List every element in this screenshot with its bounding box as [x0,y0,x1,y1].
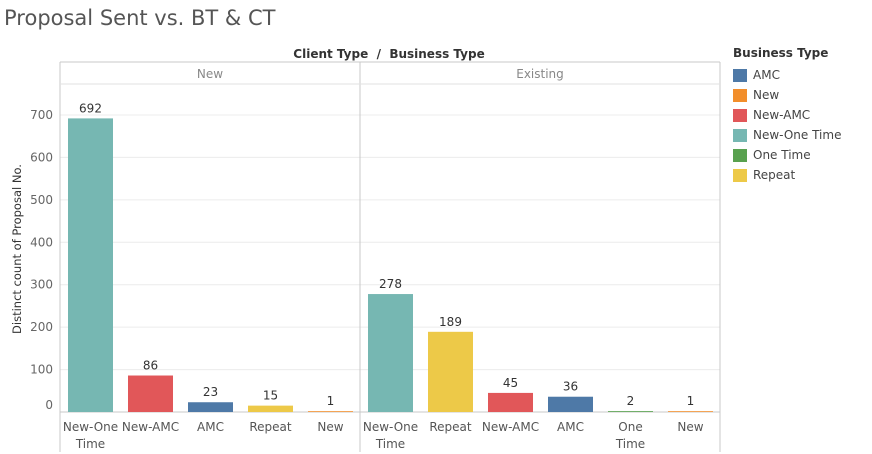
x-tick-label: One Time [615,420,645,451]
y-tick-label: 500 [30,193,53,207]
data-label: 23 [203,385,218,399]
data-label: 45 [503,376,518,390]
data-label: 189 [439,315,462,329]
legend-item-one-time[interactable]: One Time [733,145,841,165]
x-tick-label: New [677,420,703,434]
y-tick-label: 400 [30,235,53,249]
x-tick-label: AMC [197,420,224,434]
bar-new-new-amc [128,375,173,412]
data-label: 2 [627,394,635,408]
y-tick-label: 0 [45,398,53,412]
legend-swatch [733,168,747,182]
legend-item-repeat[interactable]: Repeat [733,165,841,185]
x-tick-label: Repeat [249,420,292,434]
legend-swatch [733,108,747,122]
legend-item-amc[interactable]: AMC [733,65,841,85]
legend-swatch [733,148,747,162]
x-tick-label: New-One Time [63,420,118,451]
y-tick-label: 300 [30,278,53,292]
legend-item-new-amc[interactable]: New-AMC [733,105,841,125]
x-tick-label: Repeat [429,420,472,434]
legend-swatch [733,68,747,82]
y-tick-label: 100 [30,363,53,377]
data-label: 86 [143,359,158,373]
bar-new-new-one-time [68,118,113,412]
legend: Business Type AMC New New-AMC New-One Time O… [733,46,841,185]
x-tick-label: New-AMC [482,420,539,434]
labels: 0 100 200 300 400 500 600 700 New 692 New-One Time 8… [30,67,704,451]
legend-title: Business Type [733,46,829,60]
legend-label: New-One Time [753,128,842,142]
bar-new-new [308,411,353,412]
panel-header-existing: Existing [516,67,564,81]
legend-item-new-one-time[interactable]: New-One Time [733,125,841,145]
bar-existing-new-one-time [368,294,413,412]
x-tick-label: New-One Time [363,420,418,451]
data-label: 1 [687,394,695,408]
bar-existing-amc [548,396,593,412]
data-label: 36 [563,380,578,394]
bar-existing-new [668,411,713,412]
y-tick-label: 700 [30,108,53,122]
bar-new-amc [188,402,233,412]
x-tick-label: AMC [557,420,584,434]
legend-items: AMC New New-AMC New-One Time One Time Repeat [733,65,841,185]
data-label: 1 [327,394,335,408]
data-label: 278 [379,277,402,291]
bar-new-repeat [248,405,293,412]
column-header: Client Type / Business Type [293,47,484,61]
y-tick-label: 200 [30,320,53,334]
chart-title: Proposal Sent vs. BT & CT [4,6,276,30]
y-axis-label: Distinct count of Proposal No. [10,164,24,334]
legend-label: One Time [753,148,811,162]
bar-existing-repeat [428,331,473,412]
legend-label: New [753,88,780,102]
legend-label: New-AMC [753,108,811,122]
legend-swatch [733,88,747,102]
legend-label: Repeat [753,168,796,182]
data-label: 15 [263,389,278,403]
y-tick-label: 600 [30,150,53,164]
panel-header-new: New [197,67,223,81]
legend-label: AMC [753,68,780,82]
bar-existing-one-time [608,411,653,412]
legend-swatch [733,128,747,142]
bars [68,118,713,412]
data-label: 692 [79,101,102,115]
bar-existing-new-amc [488,392,533,412]
x-tick-label: New [317,420,343,434]
legend-item-new[interactable]: New [733,85,841,105]
x-tick-label: New-AMC [122,420,179,434]
